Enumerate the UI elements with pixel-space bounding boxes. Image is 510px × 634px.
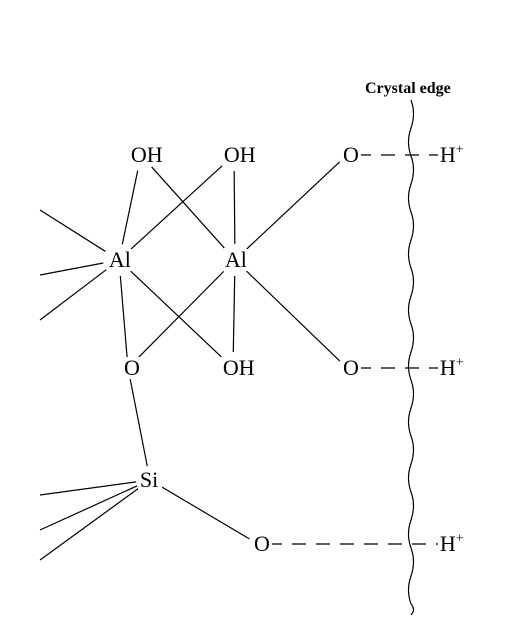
atom-oh-2: OH	[222, 144, 258, 166]
atom-o-midright: O	[341, 357, 361, 379]
atom-o-bottomright: O	[252, 533, 272, 555]
crystal-edge-label: Crystal edge	[365, 80, 451, 98]
atom-o-bottomleft: O	[122, 357, 142, 379]
atom-si: Si	[138, 469, 160, 491]
ion-h-1: H+	[438, 144, 466, 166]
atom-oh-3: OH	[221, 357, 257, 379]
atom-al-2: Al	[223, 249, 249, 271]
ion-h-3: H+	[438, 533, 466, 555]
ion-h-2: H+	[438, 357, 466, 379]
atom-al-1: Al	[107, 249, 133, 271]
atom-o-topright: O	[341, 144, 361, 166]
atom-oh-1: OH	[129, 144, 165, 166]
